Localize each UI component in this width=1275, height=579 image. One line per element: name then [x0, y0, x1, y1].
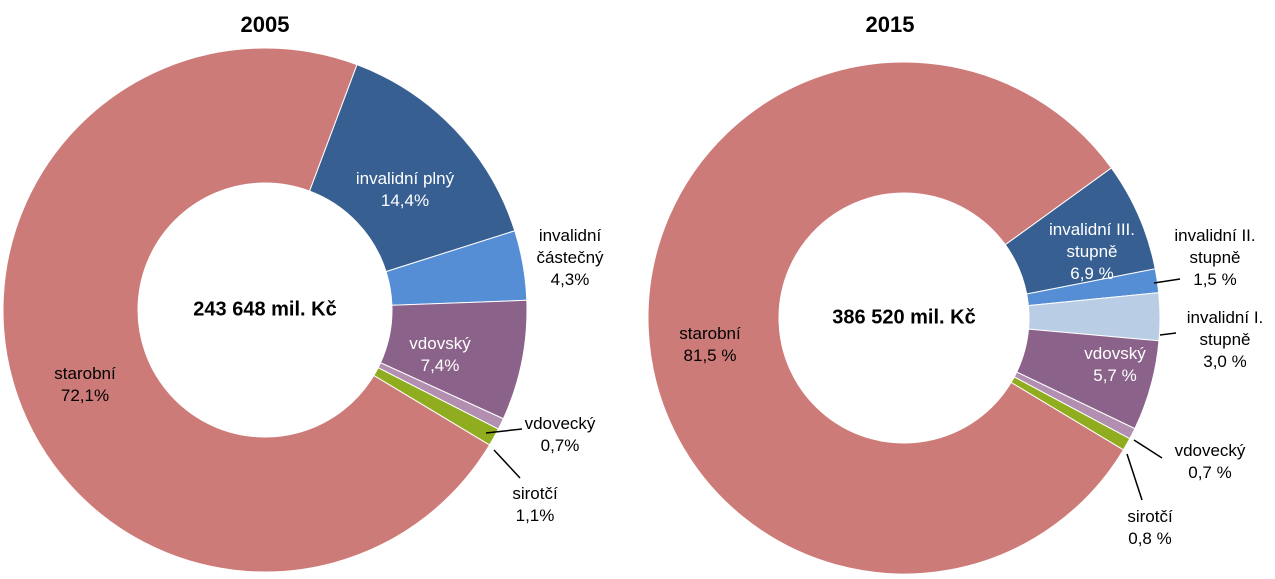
- donut-slice: [647, 61, 1125, 575]
- category-label: vdovský: [409, 334, 471, 353]
- slice-label: sirotčí 1,1%: [480, 483, 590, 527]
- slice-label: invalidní III. stupně 6,9 %: [1027, 219, 1157, 285]
- slice-label: starobní 81,5 %: [650, 323, 770, 367]
- center-label: 386 520 mil. Kč: [832, 306, 976, 329]
- slice-label: vdovecký 0,7 %: [1155, 440, 1265, 484]
- value-label: 7,4%: [420, 356, 460, 375]
- leader-line: [485, 428, 523, 434]
- value-label: 14,4%: [380, 191, 430, 210]
- slice-label: starobní 72,1%: [25, 363, 145, 407]
- value-label: 0,7%: [540, 436, 580, 455]
- category-label: sirotčí: [1127, 507, 1173, 526]
- category-label: vdovský: [1084, 344, 1146, 363]
- category-label: sirotčí: [512, 484, 558, 503]
- donut-slice: [1010, 376, 1131, 451]
- value-label: 6,9 %: [1070, 264, 1114, 283]
- chart-title: 2015: [865, 12, 915, 37]
- category-label: invalidní III. stupně: [1049, 220, 1135, 261]
- donut-slice: [2, 47, 491, 573]
- category-label: invalidní částečný: [536, 226, 604, 267]
- category-label: invalidní II. stupně: [1174, 226, 1256, 267]
- category-label: vdovecký: [524, 414, 596, 433]
- category-label: starobní: [54, 364, 116, 383]
- value-label: 5,7 %: [1093, 366, 1137, 385]
- slice-label: sirotčí 0,8 %: [1095, 506, 1205, 550]
- value-label: 81,5 %: [683, 346, 737, 365]
- value-label: 3,0 %: [1203, 352, 1247, 371]
- leader-line: [493, 449, 521, 479]
- slice-label: vdovský 7,4%: [385, 333, 495, 377]
- value-label: 4,3%: [550, 270, 590, 289]
- slice-label: invalidní částečný 4,3%: [515, 225, 625, 291]
- donut-slice: [308, 64, 516, 273]
- category-label: invalidní I. stupně: [1186, 308, 1264, 349]
- leader-line: [1153, 278, 1181, 284]
- value-label: 1,1%: [515, 506, 555, 525]
- leader-line: [1159, 332, 1177, 336]
- category-label: invalidní plný: [355, 169, 455, 188]
- slice-label: vdovecký 0,7%: [505, 413, 615, 457]
- chart-title: 2005: [240, 12, 290, 37]
- leader-line: [1133, 439, 1163, 459]
- value-label: 1,5 %: [1193, 270, 1237, 289]
- category-label: starobní: [679, 324, 741, 343]
- slice-label: invalidní plný 14,4%: [350, 168, 460, 212]
- slice-label: invalidní II. stupně 1,5 %: [1150, 225, 1275, 291]
- value-label: 72,1%: [60, 386, 110, 405]
- slice-label: invalidní I. stupně 3,0 %: [1160, 307, 1275, 373]
- slice-label: vdovský 5,7 %: [1060, 343, 1170, 387]
- category-label: vdovecký: [1174, 441, 1246, 460]
- value-label: 0,7 %: [1188, 463, 1232, 482]
- center-label: 243 648 mil. Kč: [193, 298, 337, 321]
- value-label: 0,8 %: [1128, 529, 1172, 548]
- donut-slice: [373, 367, 500, 446]
- leader-line: [1126, 453, 1143, 501]
